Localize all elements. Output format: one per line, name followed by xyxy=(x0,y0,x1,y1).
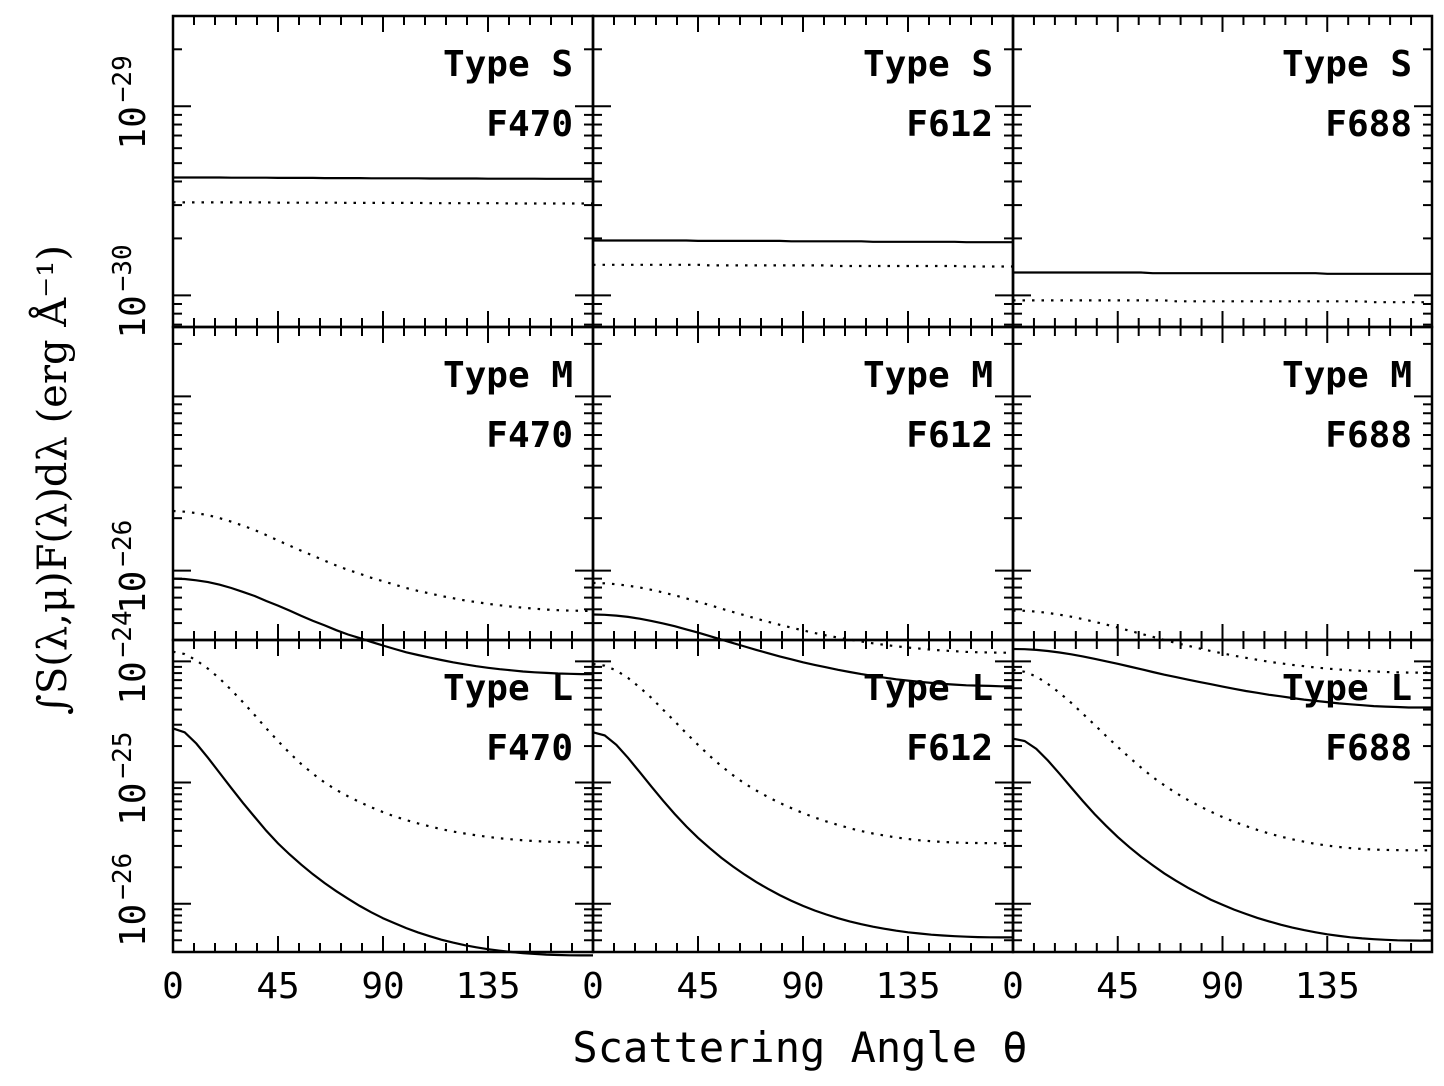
y-tick-label-mantissa: 10 xyxy=(113,106,154,149)
series-dotted-line xyxy=(172,650,593,844)
panel-type-l-f688: Type L F688 0 45 90 135 xyxy=(1002,638,1434,1007)
y-tick-label: 10−26 xyxy=(108,520,154,614)
x-tick-label: 45 xyxy=(1096,966,1139,1007)
x-tick-label: 0 xyxy=(162,966,184,1007)
series-solid-line xyxy=(1012,737,1432,942)
panel-filter-label: F612 xyxy=(906,728,993,769)
y-tick-label-mantissa: 10 xyxy=(113,904,154,947)
panel-filter-label: F470 xyxy=(486,415,573,456)
series-solid-line xyxy=(1012,647,1432,709)
x-tick-label: 90 xyxy=(1201,966,1244,1007)
series-dotted-line xyxy=(1013,299,1432,304)
y-tick-label: 10−25 xyxy=(108,732,154,826)
series-solid-line xyxy=(592,731,1013,939)
series-solid-line xyxy=(593,239,1013,244)
x-tick-label: 135 xyxy=(875,966,940,1007)
y-tick-label-mantissa: 10 xyxy=(113,661,154,704)
y-tick-label-exponent: −26 xyxy=(108,853,138,900)
panel-type-label: Type M xyxy=(443,355,573,396)
panel-type-label: Type S xyxy=(443,44,573,85)
panel-filter-label: F470 xyxy=(486,728,573,769)
x-tick-label: 90 xyxy=(361,966,404,1007)
x-tick-label: 45 xyxy=(256,966,299,1007)
panel-filter-label: F688 xyxy=(1325,104,1412,145)
x-tick-label: 45 xyxy=(676,966,719,1007)
panel-filter-label: F688 xyxy=(1325,728,1412,769)
panel-type-label: Type L xyxy=(1282,668,1412,709)
panel-type-label: Type L xyxy=(443,668,573,709)
panel-type-label: Type M xyxy=(1282,355,1412,396)
y-tick-label-exponent: −25 xyxy=(108,732,138,779)
series-solid-line xyxy=(172,727,593,957)
panel-type-label: Type S xyxy=(1282,44,1412,85)
series-dotted-line xyxy=(172,509,594,613)
x-tick-label: 90 xyxy=(781,966,824,1007)
x-tick-label: 0 xyxy=(582,966,604,1007)
panel-filter-label: F470 xyxy=(486,104,573,145)
x-tick-label: 0 xyxy=(1002,966,1024,1007)
series-solid-line xyxy=(173,176,593,180)
series-dotted-line xyxy=(173,201,593,205)
x-tick-label: 135 xyxy=(455,966,520,1007)
series-solid-line xyxy=(592,613,1013,688)
y-tick-label-mantissa: 10 xyxy=(113,295,154,338)
y-tick-label: 10−26 xyxy=(108,853,154,947)
panel-filter-label: F612 xyxy=(906,104,993,145)
panel-type-label: Type M xyxy=(863,355,993,396)
x-axis-title: Scattering Angle θ xyxy=(572,1023,1027,1072)
y-tick-label-mantissa: 10 xyxy=(113,783,154,826)
panel-type-l-f612: Type L F612 0 45 90 135 xyxy=(582,638,1015,1007)
panel-type-s-f612: Type S F612 xyxy=(591,14,1015,329)
y-tick-label: 10−29 xyxy=(108,55,154,149)
y-tick-label-exponent: −26 xyxy=(108,520,138,567)
y-tick-label-exponent: −30 xyxy=(108,244,138,291)
y-axis-title: ∫S(λ,μ)F(λ)dλ (erg Å⁻¹) xyxy=(29,245,76,715)
x-tick-label: 135 xyxy=(1295,966,1360,1007)
y-tick-label-exponent: −24 xyxy=(108,610,138,657)
y-tick-label-exponent: −29 xyxy=(108,55,138,102)
panel-type-label: Type L xyxy=(863,668,993,709)
panel-filter-label: F688 xyxy=(1325,415,1412,456)
panel-filter-label: F612 xyxy=(906,415,993,456)
series-dotted-line xyxy=(593,263,1013,268)
y-tick-label: 10−30 xyxy=(108,244,154,338)
y-axis-title-text: ∫S(λ,μ)F(λ)dλ (erg Å⁻¹) xyxy=(29,245,76,715)
panel-type-s-f688: Type S F688 xyxy=(1011,14,1434,329)
panel-type-m-f688: Type M F688 xyxy=(1011,325,1434,709)
series-solid-line xyxy=(1013,271,1432,275)
panel-type-label: Type S xyxy=(863,44,993,85)
y-tick-label-mantissa: 10 xyxy=(113,571,154,614)
y-tick-label: 10−24 xyxy=(108,610,154,704)
panel-type-m-f612: Type M F612 xyxy=(591,325,1015,688)
